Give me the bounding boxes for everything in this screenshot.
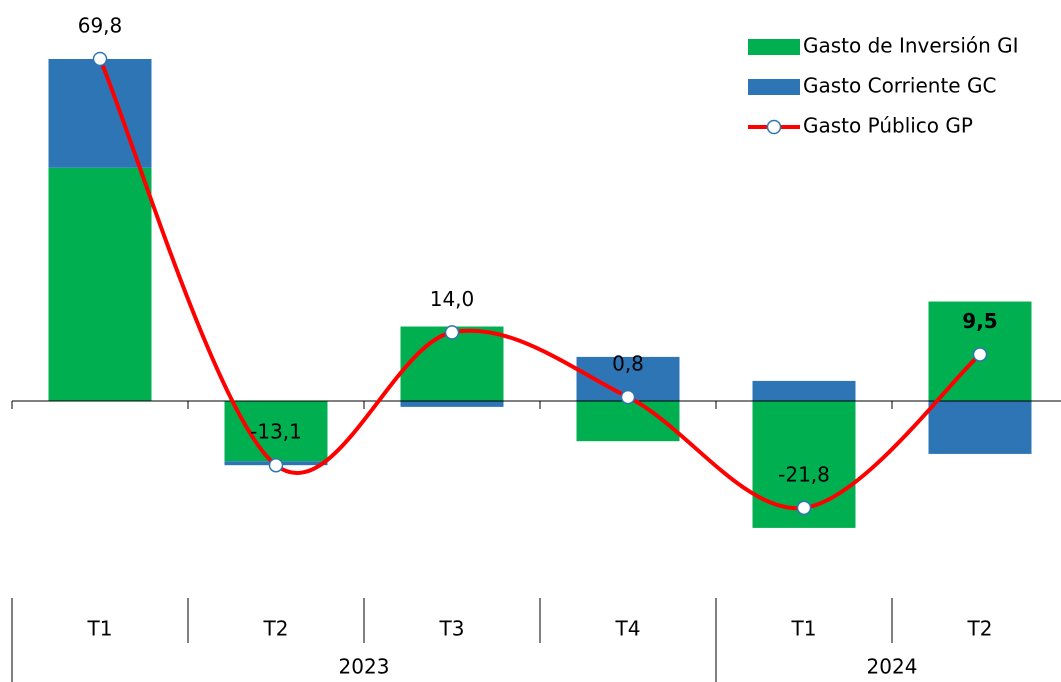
line-marker	[92, 51, 108, 67]
x-tick-label: T1	[87, 617, 113, 641]
data-label: 0,8	[612, 352, 644, 376]
data-label: 9,5	[962, 309, 997, 333]
bar	[752, 380, 856, 401]
data-label: 14,0	[430, 287, 475, 311]
x-tick-label: T1	[791, 617, 817, 641]
data-label: 69,8	[78, 13, 123, 37]
legend-label: Gasto Corriente GC	[803, 74, 996, 98]
bar	[400, 401, 504, 407]
line-marker	[972, 347, 988, 362]
line	[98, 58, 982, 511]
legend-swatch	[748, 79, 800, 95]
group-label: 2024	[867, 655, 918, 679]
legend-swatch	[748, 39, 800, 55]
line-marker	[796, 500, 812, 516]
x-tick-label: T3	[439, 617, 465, 641]
x-tick-label: T2	[263, 617, 289, 641]
x-tick-label: T2	[967, 617, 993, 641]
x-tick-label: T4	[615, 617, 641, 641]
bar	[224, 401, 328, 462]
line-marker	[268, 457, 284, 473]
line-marker	[444, 325, 460, 340]
legend-label: Gasto de Inversión GI	[803, 34, 1019, 58]
data-label: -13,1	[250, 420, 302, 444]
bar	[48, 167, 152, 401]
legend-marker	[766, 119, 782, 135]
group-label: 2023	[339, 655, 390, 679]
legend-label: Gasto Público GP	[803, 114, 973, 138]
data-label: -21,8	[778, 462, 830, 486]
line-marker	[620, 389, 636, 405]
bar	[928, 401, 1032, 454]
